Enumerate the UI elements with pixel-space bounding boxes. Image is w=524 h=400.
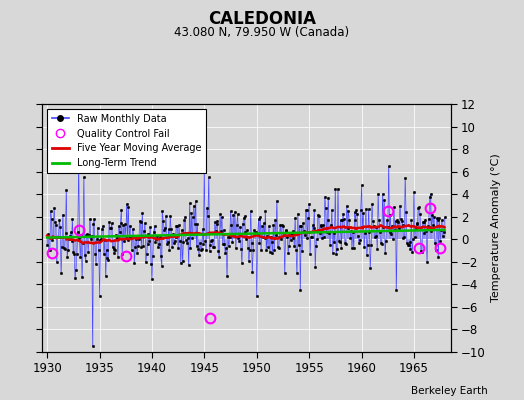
- Text: CALEDONIA: CALEDONIA: [208, 10, 316, 28]
- Text: 43.080 N, 79.950 W (Canada): 43.080 N, 79.950 W (Canada): [174, 26, 350, 39]
- Text: Berkeley Earth: Berkeley Earth: [411, 386, 487, 396]
- Legend: Raw Monthly Data, Quality Control Fail, Five Year Moving Average, Long-Term Tren: Raw Monthly Data, Quality Control Fail, …: [47, 109, 206, 173]
- Y-axis label: Temperature Anomaly (°C): Temperature Anomaly (°C): [492, 154, 501, 302]
